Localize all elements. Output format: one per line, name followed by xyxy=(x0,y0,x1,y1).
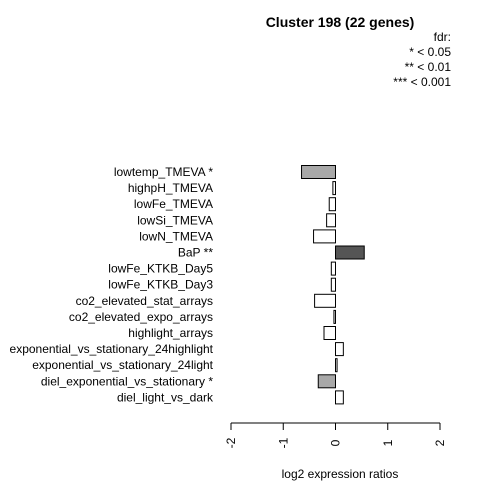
bar xyxy=(326,213,336,228)
legend-heading: fdr: xyxy=(434,30,451,44)
x-tick-label: 1 xyxy=(381,439,395,446)
category-label: co2_elevated_stat_arrays xyxy=(76,294,213,308)
category-label: diel_exponential_vs_stationary * xyxy=(41,374,213,388)
bar xyxy=(317,374,337,389)
category-label: BaP ** xyxy=(178,246,213,260)
category-labels: lowtemp_TMEVA * highpH_TMEVA lowFe_TMEVAlo… xyxy=(10,165,214,404)
category-label: co2_elevated_expo_arrays xyxy=(69,310,213,324)
bar xyxy=(328,197,337,212)
bar xyxy=(323,326,337,340)
bar xyxy=(330,277,337,292)
x-axis-label: log2 expression ratios xyxy=(282,467,399,481)
x-tick-label: 2 xyxy=(433,439,447,446)
bar xyxy=(333,309,336,324)
category-label: lowFe_KTKB_Day3 xyxy=(108,278,213,292)
category-label: diel_light_vs_dark xyxy=(117,390,214,404)
category-label: exponential_vs_stationary_24highlight xyxy=(10,342,214,356)
bar xyxy=(314,293,337,308)
bar xyxy=(335,342,344,357)
category-label: lowFe_KTKB_Day5 xyxy=(108,262,213,276)
bars-group xyxy=(301,165,365,405)
category-label: lowtemp_TMEVA * xyxy=(114,165,213,179)
category-label: exponential_vs_stationary_24light xyxy=(32,358,213,372)
bar xyxy=(313,229,336,244)
category-label: lowN_TMEVA xyxy=(139,229,213,243)
bar xyxy=(301,165,337,179)
x-tick-label: 0 xyxy=(329,439,343,446)
x-tick-label: -2 xyxy=(224,437,238,448)
category-label: highlight_arrays xyxy=(128,326,213,340)
chart-title: Cluster 198 (22 genes) xyxy=(266,14,415,30)
x-axis: -2 -1 0 1 2 xyxy=(224,422,447,448)
legend-entry-2: ** < 0.01 xyxy=(405,60,452,74)
bar xyxy=(335,245,365,260)
x-ticks: -2 -1 0 1 2 xyxy=(224,423,447,448)
legend-entry-3: *** < 0.001 xyxy=(393,75,451,89)
bar xyxy=(335,390,344,405)
category-label: lowFe_TMEVA xyxy=(134,197,213,211)
bar xyxy=(335,358,338,373)
x-tick-label: -1 xyxy=(276,437,290,448)
bar xyxy=(330,261,337,276)
category-label: lowSi_TMEVA xyxy=(137,213,213,227)
legend-entry-1: * < 0.05 xyxy=(409,45,451,59)
category-label: highpH_TMEVA xyxy=(128,181,213,195)
fdr-legend: fdr: * < 0.05 ** < 0.01 *** < 0.001 xyxy=(393,30,451,89)
bar xyxy=(332,181,337,196)
